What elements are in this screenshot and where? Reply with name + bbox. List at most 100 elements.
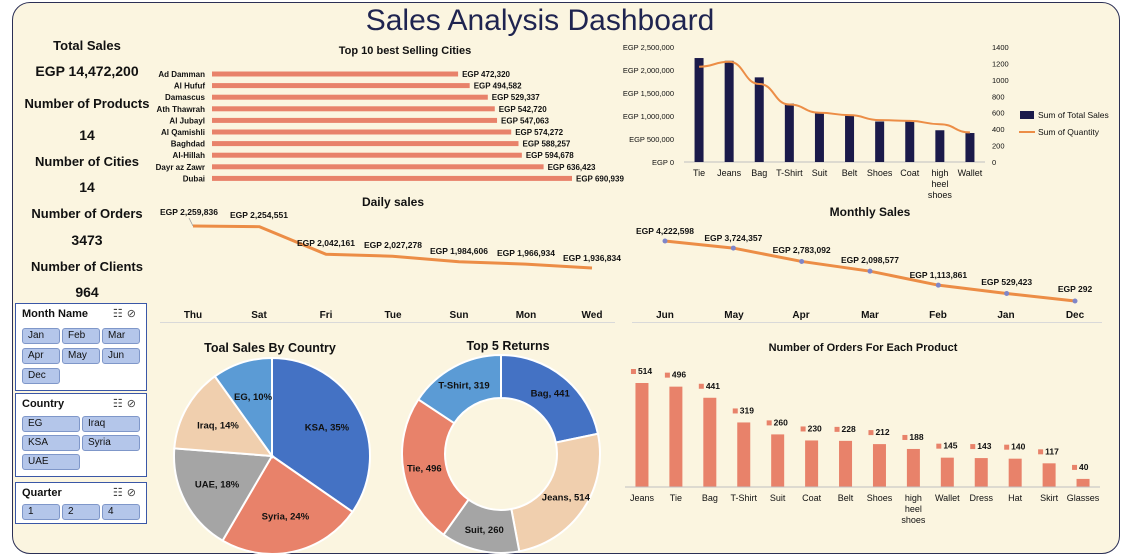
- slicer-chip-q4[interactable]: 4: [102, 504, 140, 520]
- x-tick-label: Tie: [693, 168, 705, 178]
- y-tick-label: EGP 0: [652, 158, 674, 167]
- orders-bar: [635, 383, 649, 487]
- city-bar: [212, 83, 470, 89]
- data-label: EGP 1,113,861: [910, 270, 968, 280]
- x-tick-label: high: [905, 493, 922, 503]
- orders-value-label: 140: [1011, 442, 1025, 452]
- city-label: Al-Hillah: [173, 151, 206, 160]
- orders-label-marker: [800, 426, 806, 432]
- slicer-chip-q2[interactable]: 2: [62, 504, 100, 520]
- x-tick-label: Thu: [184, 310, 202, 321]
- orders-label-marker: [834, 426, 840, 432]
- slicer-chip-q1[interactable]: 1: [22, 504, 60, 520]
- orders-label-marker: [664, 372, 670, 378]
- orders-label-marker: [732, 408, 738, 414]
- orders-value-label: 188: [909, 432, 923, 442]
- legend-swatch-sales: [1020, 111, 1034, 119]
- city-bar: [212, 164, 544, 170]
- filter-icons[interactable]: ☷⊘: [112, 308, 140, 320]
- city-label: Ad Damman: [158, 70, 205, 79]
- pie-slice: [401, 398, 470, 537]
- orders-value-label: 514: [638, 366, 652, 376]
- filter-icons[interactable]: ☷⊘: [112, 487, 140, 499]
- slicer-chip-dec[interactable]: Dec: [22, 368, 60, 384]
- x-tick-label: Feb: [929, 310, 947, 321]
- slicer-chip-apr[interactable]: Apr: [22, 348, 60, 364]
- orders-bar: [906, 448, 920, 487]
- slicer-title: Quarter: [22, 487, 62, 499]
- x-tick-label: Mar: [861, 310, 879, 321]
- orders-bar: [940, 457, 954, 487]
- series-point: [867, 268, 873, 274]
- data-label: EGP 2,098,577: [841, 255, 899, 265]
- filter-icons[interactable]: ☷⊘: [112, 398, 140, 410]
- x-tick-label: Bag: [702, 493, 718, 503]
- slicer-chip-ksa[interactable]: KSA: [22, 435, 80, 451]
- legend-label-sales: Sum of Total Sales: [1038, 110, 1109, 120]
- month-slicer: Month Name ☷⊘ Jan Feb Mar Apr May Jun De…: [15, 303, 147, 391]
- orders-bar: [974, 458, 988, 487]
- orders-label-marker: [766, 420, 772, 426]
- orders-value-label: 496: [672, 370, 686, 380]
- slicer-chip-syria[interactable]: Syria: [82, 435, 140, 451]
- slicer-chip-mar[interactable]: Mar: [102, 328, 140, 344]
- y-tick-label: EGP 2,500,000: [623, 43, 674, 52]
- slicer-title: Month Name: [22, 308, 88, 320]
- y-tick-label: EGP 2,000,000: [623, 66, 674, 75]
- orders-bar: [737, 422, 751, 487]
- pie-slice: [213, 356, 273, 460]
- divider: [632, 322, 1102, 323]
- city-bar: [212, 152, 522, 158]
- orders-value-label: 40: [1079, 462, 1089, 472]
- city-bar: [212, 106, 495, 112]
- slicer-chip-uae[interactable]: UAE: [22, 454, 80, 470]
- series-point: [799, 258, 805, 264]
- quantity-line: [699, 60, 970, 134]
- sales-bar: [875, 121, 885, 162]
- pie-slice-label: Jeans, 514: [542, 492, 591, 503]
- dashboard-title: Sales Analysis Dashboard: [365, 4, 715, 37]
- kpi-orders-label: Number of Orders: [31, 206, 143, 221]
- x-tick-label: Jeans: [630, 493, 655, 503]
- line-chart-title: Monthly Sales: [830, 205, 911, 219]
- y-tick-label: EGP 500,000: [629, 135, 674, 144]
- x-tick-label: T-Shirt: [776, 168, 803, 178]
- data-label: EGP 1,936,834: [563, 253, 621, 263]
- pie-slice-label: Suit, 260: [465, 525, 504, 536]
- city-label: Damascus: [165, 93, 206, 102]
- pie-slice: [271, 356, 371, 514]
- x-tick-label: heel: [905, 504, 922, 514]
- orders-bar: [669, 386, 683, 487]
- slicer-chip-iraq[interactable]: Iraq: [82, 416, 140, 432]
- pie-slice-label: Iraq, 14%: [197, 421, 239, 432]
- city-bar: [212, 141, 519, 147]
- slicer-header: Country ☷⊘: [16, 394, 146, 414]
- sales-bar: [935, 130, 945, 162]
- pie-slice-label: Syria, 24%: [262, 512, 310, 523]
- pie-slice-label: T-Shirt, 319: [438, 380, 489, 391]
- x-tick-label: Jeans: [717, 168, 742, 178]
- pie-slice: [416, 353, 502, 425]
- slicer-chip-eg[interactable]: EG: [22, 416, 80, 432]
- pie-chart-title: Toal Sales By Country: [204, 341, 336, 355]
- orders-bar: [703, 397, 717, 487]
- city-value-label: EGP 574,272: [515, 128, 563, 137]
- pie-slice-label: Tie, 496: [407, 463, 442, 474]
- orders-label-marker: [902, 434, 908, 440]
- city-value-label: EGP 690,939: [576, 174, 624, 183]
- data-label: EGP 2,783,092: [773, 245, 831, 255]
- y2-tick-label: 400: [992, 125, 1005, 134]
- x-tick-label: Apr: [792, 310, 809, 321]
- kpi-orders-value: 3473: [71, 232, 103, 248]
- slicer-chip-feb[interactable]: Feb: [62, 328, 100, 344]
- sales-bar: [905, 121, 915, 162]
- kpi-total-sales-label: Total Sales: [53, 38, 121, 53]
- slicer-chip-jun[interactable]: Jun: [102, 348, 140, 364]
- orders-chart-title: Number of Orders For Each Product: [769, 342, 958, 354]
- slicer-chip-may[interactable]: May: [62, 348, 100, 364]
- series-point: [730, 245, 736, 251]
- slicer-chip-jan[interactable]: Jan: [22, 328, 60, 344]
- cities-chart-title: Top 10 best Selling Cities: [339, 45, 471, 57]
- data-label: EGP 4,222,598: [636, 226, 694, 236]
